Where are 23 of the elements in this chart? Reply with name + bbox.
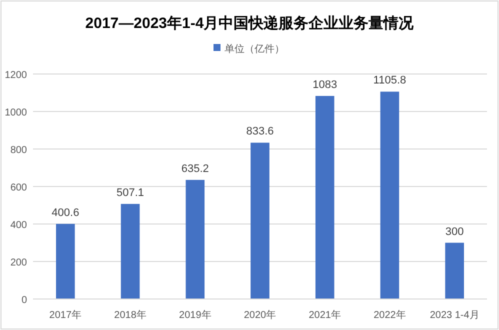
data-label: 1083 [312,78,338,91]
ytick: 400 [10,220,27,231]
title: 2017—2023年1-4月中国快递服务企业业务量情况 [85,15,414,32]
ytick: 0 [21,295,27,306]
xtick: 2021年 [308,310,341,321]
ytick: 1200 [4,70,27,81]
data-label: 400.6 [52,206,80,219]
data-label: 833.6 [246,126,274,138]
legend: 单位（亿件） [224,44,284,55]
xtick: 2018年 [114,310,146,321]
data-label: 507.1 [116,186,144,199]
ytick: 800 [10,145,27,156]
xtick: 2022年 [374,310,406,321]
ytick: 200 [10,258,27,268]
xtick: 2017年 [49,310,82,321]
data-label: 300 [445,226,464,238]
data-label: 1105.8 [373,74,406,87]
xtick: 2020年 [244,310,276,321]
ytick: 1000 [4,108,27,118]
xtick: 2019年 [179,310,212,321]
ytick: 600 [10,182,27,194]
xtick: 2023 1-4月 [430,310,480,321]
data-label: 635.2 [181,162,209,175]
